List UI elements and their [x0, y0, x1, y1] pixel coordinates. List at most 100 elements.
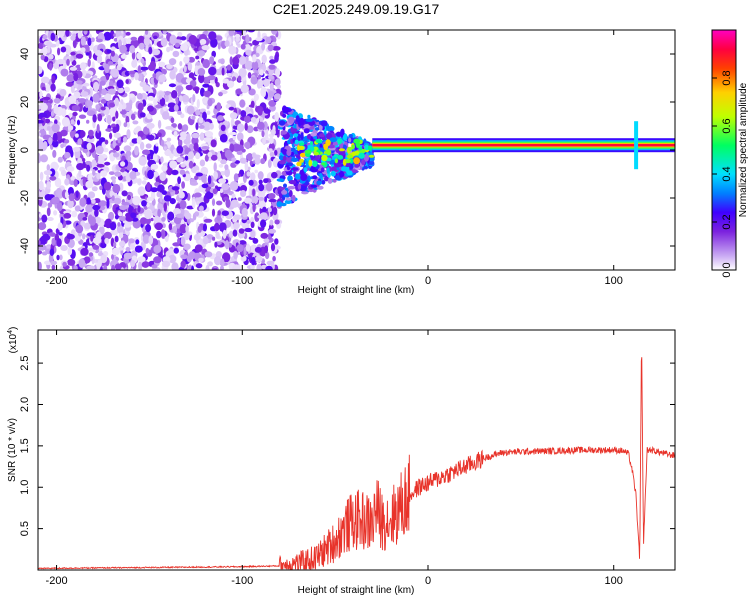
noise-blob [140, 217, 147, 225]
noise-blob [57, 30, 65, 38]
noise-blob [46, 181, 51, 190]
noise-blob [153, 256, 162, 264]
noise-blob [86, 110, 96, 117]
noise-blob [118, 232, 124, 239]
noise-blob [179, 223, 187, 234]
noise-blob [47, 217, 54, 221]
noise-blob [194, 175, 199, 181]
noise-blob [147, 105, 154, 112]
noise-blob [250, 230, 256, 238]
noise-blob [203, 90, 212, 98]
noise-blob [257, 108, 263, 116]
transition-blob [330, 170, 336, 177]
noise-blob [113, 152, 120, 158]
noise-blob [244, 122, 248, 131]
noise-blob [220, 124, 226, 132]
signal-blob [299, 152, 306, 158]
noise-blob [268, 100, 277, 107]
noise-blob [67, 258, 76, 266]
transition-blob [291, 167, 299, 171]
noise-blob [201, 146, 210, 150]
noise-blob [140, 58, 145, 64]
signal-blob [333, 154, 339, 158]
noise-blob [185, 225, 189, 233]
noise-blob [207, 98, 213, 107]
noise-blob [90, 37, 95, 43]
noise-blob [49, 248, 55, 256]
figure-title: C2E1.2025.249.09.19.G17 [273, 1, 440, 17]
noise-blob [246, 153, 253, 162]
noise-blob [204, 131, 214, 138]
noise-blob [38, 240, 41, 245]
transition-blob [297, 183, 302, 190]
noise-blob [166, 137, 172, 142]
noise-blob [159, 97, 166, 107]
noise-blob [88, 129, 94, 137]
noise-blob [265, 182, 273, 192]
transition-blob [294, 173, 301, 180]
noise-blob [202, 97, 210, 104]
noise-blob [172, 50, 180, 58]
x-tick-label: -200 [46, 275, 68, 287]
noise-blob [180, 36, 187, 41]
noise-blob [208, 66, 217, 76]
noise-blob [114, 214, 119, 220]
signal-blob [298, 145, 305, 150]
transition-blob [301, 191, 309, 195]
noise-blob [274, 78, 280, 86]
noise-blob [214, 241, 218, 248]
signal-blob [321, 154, 328, 162]
noise-blob [177, 237, 181, 245]
noise-blob [144, 30, 149, 35]
noise-blob [220, 265, 224, 270]
transition-blob [310, 184, 318, 188]
noise-blob [115, 110, 119, 119]
noise-blob [53, 104, 59, 114]
noise-blob [72, 111, 78, 117]
noise-blob [128, 93, 135, 98]
noise-blob [252, 238, 259, 244]
noise-blob [191, 115, 196, 120]
noise-blob [248, 88, 256, 96]
noise-blob [96, 30, 105, 33]
noise-blob [230, 199, 239, 208]
noise-blob [240, 190, 247, 197]
noise-blob [271, 30, 278, 35]
noise-blob [162, 111, 170, 120]
noise-blob [271, 171, 278, 179]
noise-blob [210, 38, 218, 48]
noise-blob [119, 205, 127, 211]
noise-blob [201, 183, 209, 189]
noise-blob [201, 173, 207, 183]
transition-blob [284, 199, 292, 204]
noise-blob [164, 234, 169, 242]
noise-blob [249, 160, 253, 166]
noise-blob [50, 110, 55, 117]
noise-blob [202, 236, 209, 245]
noise-blob [183, 65, 187, 73]
noise-blob [106, 49, 112, 54]
noise-blob [211, 267, 218, 270]
noise-blob [75, 224, 84, 234]
noise-blob [134, 72, 139, 81]
signal-blob [296, 161, 302, 167]
noise-blob [71, 105, 81, 112]
noise-blob [80, 47, 86, 53]
noise-blob [202, 121, 212, 131]
noise-blob [109, 107, 117, 117]
noise-blob [254, 212, 260, 223]
noise-blob [42, 141, 48, 150]
noise-blob [51, 264, 56, 270]
noise-blob [70, 119, 75, 125]
noise-blob [162, 223, 166, 229]
noise-blob [203, 223, 207, 232]
noise-blob [156, 132, 162, 137]
noise-blob [186, 105, 195, 115]
noise-blob [108, 211, 115, 221]
noise-blob [251, 256, 256, 266]
transition-blob [340, 128, 345, 136]
spectrogram-x-axis-label: Height of straight line (km) [298, 285, 415, 296]
noise-blob [270, 129, 276, 136]
noise-blob [255, 37, 263, 42]
signal-blob [338, 148, 345, 152]
